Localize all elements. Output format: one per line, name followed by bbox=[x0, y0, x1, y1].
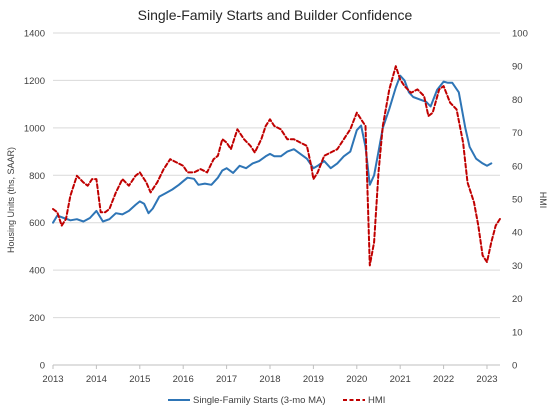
y-tick-right-label: 90 bbox=[512, 62, 523, 73]
x-tick-label: 2015 bbox=[129, 374, 150, 385]
y-tick-right-label: 70 bbox=[512, 128, 523, 139]
y-tick-left-label: 800 bbox=[29, 171, 45, 182]
y-axis-right-title: HMI bbox=[538, 192, 548, 209]
axes: 0 200 400 600 800 1000 1200 1400 0 10 20 30 40 50 60 70… bbox=[24, 29, 528, 386]
x-tick-label: 2016 bbox=[173, 374, 194, 385]
y-tick-left-label: 200 bbox=[29, 313, 45, 324]
y-tick-right-label: 50 bbox=[512, 195, 523, 206]
x-tick-label: 2014 bbox=[86, 374, 107, 385]
series-lines bbox=[52, 65, 501, 267]
y-tick-right-label: 100 bbox=[512, 29, 528, 40]
y-tick-right-label: 80 bbox=[512, 95, 523, 106]
x-tick-label: 2021 bbox=[390, 374, 411, 385]
y-tick-right-label: 20 bbox=[512, 294, 523, 305]
y-tick-left-label: 1000 bbox=[24, 123, 45, 134]
y-tick-right-label: 60 bbox=[512, 161, 523, 172]
y-tick-right-label: 40 bbox=[512, 228, 523, 239]
y-tick-right-label: 0 bbox=[512, 361, 517, 372]
y-tick-left-label: 400 bbox=[29, 266, 45, 277]
x-tick-label: 2013 bbox=[42, 374, 63, 385]
x-tick-label: 2017 bbox=[216, 374, 237, 385]
y-tick-right-label: 30 bbox=[512, 261, 523, 272]
legend-label-hmi: HMI bbox=[368, 395, 385, 406]
series-line-hmi bbox=[52, 65, 501, 267]
y-axis-left-title: Housing Units (ths, SAAR) bbox=[6, 147, 16, 253]
y-tick-left-label: 1200 bbox=[24, 76, 45, 87]
x-tick-label: 2022 bbox=[433, 374, 454, 385]
legend: Single-Family Starts (3-mo MA) HMI bbox=[168, 395, 385, 406]
legend-label-starts: Single-Family Starts (3-mo MA) bbox=[193, 395, 326, 406]
x-tick-label: 2019 bbox=[303, 374, 324, 385]
y-tick-left-label: 0 bbox=[40, 361, 45, 372]
x-tick-label: 2023 bbox=[476, 374, 497, 385]
x-tick-label: 2018 bbox=[259, 374, 280, 385]
y-tick-left-label: 1400 bbox=[24, 29, 45, 40]
y-tick-left-label: 600 bbox=[29, 218, 45, 229]
chart-title: Single-Family Starts and Builder Confide… bbox=[138, 7, 413, 23]
x-tick-label: 2020 bbox=[346, 374, 367, 385]
y-tick-right-label: 10 bbox=[512, 327, 523, 338]
series-line-starts bbox=[52, 74, 493, 224]
